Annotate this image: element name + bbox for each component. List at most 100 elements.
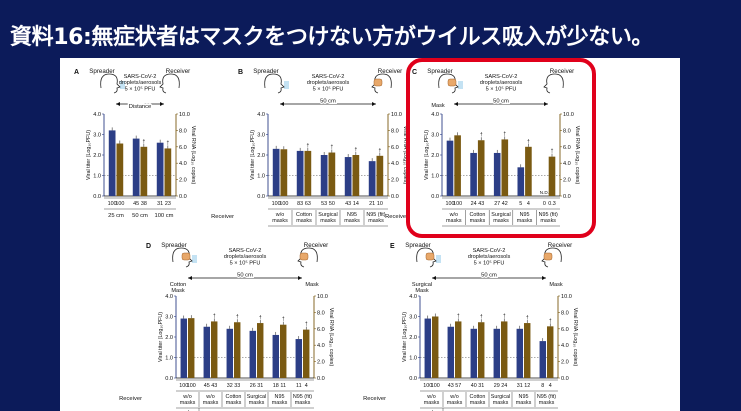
spreader-mask — [181, 252, 191, 261]
receiver-label: Receiver — [550, 68, 574, 75]
spreader-head — [264, 73, 285, 94]
y-tick-left: 4.0 — [409, 294, 417, 300]
group-label: 25 cm — [108, 213, 124, 219]
y-tick-left: 1.0 — [409, 356, 417, 362]
significance-mark: † — [259, 315, 262, 321]
y-tick-right: 4.0 — [391, 161, 399, 167]
receiver-label: Receiver — [548, 242, 572, 249]
panel-letter: A — [74, 69, 79, 76]
y-label-left: Viral titer (Log₁₀PFU) — [158, 312, 164, 362]
virus-info: 5 × 10⁵ PFU — [474, 259, 505, 266]
slide-title: 資料16:無症状者はマスクをつけない方がウイルス吸入が少ない。 — [10, 25, 654, 50]
virus-info: SARS-CoV-2 — [124, 74, 157, 80]
group-label: masks — [320, 218, 336, 224]
percent-rna: 4 — [305, 383, 308, 389]
virus-info: droplets/aerosols — [307, 80, 350, 86]
significance-mark: † — [330, 145, 333, 151]
percent-rna: 12 — [524, 383, 530, 389]
spreader-head-outline — [438, 73, 459, 94]
rna-bar — [524, 323, 531, 378]
group-label: masks — [516, 400, 532, 406]
distance-label: Distance — [129, 104, 152, 110]
y-tick-left: 2.0 — [93, 153, 101, 159]
percent-titer: 31 — [517, 383, 523, 389]
significance-mark: † — [480, 314, 483, 320]
percent-titer: 43 — [448, 383, 454, 389]
arrow-head-left — [280, 102, 284, 106]
percent-titer: 24 — [471, 201, 477, 207]
receiver-mask — [373, 78, 383, 87]
spreader-head — [100, 73, 121, 94]
rna-bar — [501, 139, 509, 196]
titer-bar — [108, 130, 116, 196]
y-tick-left: 4.0 — [93, 112, 101, 118]
rna-bar — [454, 135, 461, 196]
y-tick-left: 1.0 — [257, 174, 265, 180]
y-tick-right: 10.0 — [317, 294, 328, 300]
y-label-right: Viral RNA (Log₁₀ copies) — [574, 126, 580, 185]
y-tick-right: 6.0 — [561, 327, 569, 333]
percent-titer: 100 — [179, 383, 188, 389]
percent-titer: 27 — [494, 201, 500, 207]
titer-bar — [226, 328, 233, 378]
y-tick-right: 6.0 — [179, 145, 187, 151]
group-label: masks — [249, 400, 265, 406]
virus-info: droplets/aerosols — [224, 254, 267, 260]
group-label: N95 — [347, 212, 357, 218]
group-label: Cotton — [470, 394, 486, 400]
y-tick-right: 8.0 — [317, 310, 325, 316]
receiver-head-outline — [541, 247, 562, 268]
rna-bar — [376, 155, 384, 196]
titer-bar — [424, 318, 431, 378]
group-label: masks — [368, 218, 384, 224]
significance-mark: † — [551, 149, 554, 155]
group-label: masks — [446, 218, 462, 224]
y-tick-right: 8.0 — [563, 128, 571, 134]
group-label: N95 — [520, 212, 530, 218]
y-tick-left: 2.0 — [257, 153, 265, 159]
rna-bar — [303, 329, 310, 378]
y-tick-left: 0.0 — [93, 194, 101, 200]
percent-titer: 29 — [494, 383, 500, 389]
group-label: masks — [493, 218, 509, 224]
y-tick-right: 10.0 — [179, 112, 190, 118]
distance-label: 50 cm — [481, 273, 497, 279]
group-label: Cotton — [296, 212, 312, 218]
receiver-mask — [543, 252, 553, 261]
titer-bar — [447, 326, 454, 378]
virus-info: 5 × 10⁵ PFU — [313, 85, 344, 92]
y-label-right: Viral RNA (Log₁₀ copies) — [328, 308, 334, 367]
percent-rna: 31 — [478, 383, 484, 389]
arrow-head-left — [188, 276, 192, 280]
group-label: Cotton — [469, 212, 485, 218]
percent-rna: 50 — [329, 201, 335, 207]
y-tick-left: 0.0 — [165, 376, 173, 382]
titer-bar — [517, 167, 525, 196]
percent-rna: 14 — [353, 201, 359, 207]
y-tick-left: 4.0 — [431, 112, 439, 118]
y-tick-right: 10.0 — [563, 112, 574, 118]
percent-titer: 26 — [250, 383, 256, 389]
spreader-mask-label: Mask — [415, 288, 429, 294]
percent-rna: 4 — [549, 383, 552, 389]
y-label-left: Viral titer (Log₁₀PFU) — [424, 130, 430, 180]
rna-bar — [478, 322, 485, 378]
spreader-label: Spreader — [89, 68, 114, 75]
y-tick-right: 10.0 — [391, 112, 402, 118]
y-tick-right: 2.0 — [391, 178, 399, 184]
receiver-head — [297, 247, 318, 268]
receiver-row-label: Receiver — [363, 396, 386, 402]
group-label: masks — [226, 400, 242, 406]
group-label: masks — [203, 400, 219, 406]
rna-bar — [234, 322, 241, 378]
titer-bar — [470, 328, 477, 378]
percent-rna: 31 — [257, 383, 263, 389]
distance-label: 50 cm — [493, 99, 509, 105]
spreader-label: Spreader — [161, 242, 186, 249]
y-tick-left: 4.0 — [257, 112, 265, 118]
rna-bar — [547, 326, 554, 378]
titer-bar — [272, 334, 279, 378]
spreader-mask-label: Mask — [171, 288, 185, 294]
group-label: Surgical — [247, 394, 266, 400]
spreader-head — [438, 73, 459, 94]
